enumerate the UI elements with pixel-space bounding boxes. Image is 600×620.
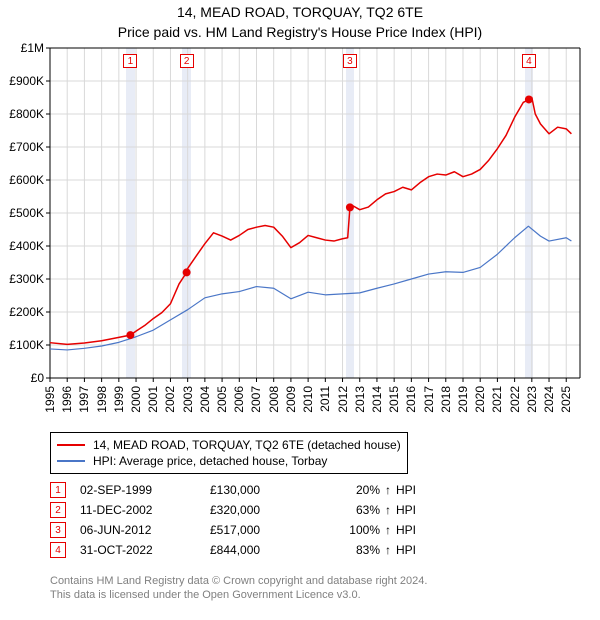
x-axis-tick-label: 2022 xyxy=(508,386,522,413)
transaction-point-marker xyxy=(126,331,134,339)
x-axis-tick-label: 2000 xyxy=(129,386,143,413)
x-axis-tick-label: 2015 xyxy=(387,386,401,413)
transaction-hpi-label: HPI xyxy=(396,543,436,557)
transaction-date: 31-OCT-2022 xyxy=(80,543,210,557)
attribution-line2: This data is licensed under the Open Gov… xyxy=(50,588,427,602)
legend: 14, MEAD ROAD, TORQUAY, TQ2 6TE (detache… xyxy=(50,432,408,474)
y-axis-tick-label: £0 xyxy=(4,371,44,385)
x-axis-tick-label: 2017 xyxy=(422,386,436,413)
x-axis-tick-label: 2008 xyxy=(267,386,281,413)
transaction-price: £320,000 xyxy=(210,503,320,517)
x-axis-tick-label: 2004 xyxy=(198,386,212,413)
attribution-line1: Contains HM Land Registry data © Crown c… xyxy=(50,574,427,588)
up-arrow-icon: ↑ xyxy=(380,543,396,557)
x-axis-tick-label: 2014 xyxy=(370,386,384,413)
x-axis-tick-label: 2006 xyxy=(232,386,246,413)
x-axis-tick-label: 2011 xyxy=(318,386,332,412)
x-axis-tick-label: 2023 xyxy=(525,386,539,413)
hpi-series-line xyxy=(50,226,571,350)
x-axis-tick-label: 1995 xyxy=(43,386,57,413)
transaction-pct: 100% xyxy=(320,523,380,537)
x-axis-tick-label: 1997 xyxy=(77,386,91,413)
x-axis-tick-label: 2010 xyxy=(301,386,315,413)
transaction-point-marker xyxy=(525,95,533,103)
transaction-hpi-label: HPI xyxy=(396,523,436,537)
transaction-row-badge: 1 xyxy=(50,482,66,498)
legend-swatch xyxy=(57,460,85,462)
x-axis-tick-label: 2021 xyxy=(490,386,504,413)
x-axis-tick-label: 2003 xyxy=(181,386,195,413)
transaction-pct: 83% xyxy=(320,543,380,557)
x-axis-tick-label: 1998 xyxy=(95,386,109,413)
transaction-row-badge: 4 xyxy=(50,542,66,558)
x-axis-tick-label: 2009 xyxy=(284,386,298,413)
x-axis-tick-label: 2019 xyxy=(456,386,470,413)
transaction-pct: 63% xyxy=(320,503,380,517)
x-axis-tick-label: 2020 xyxy=(473,386,487,413)
up-arrow-icon: ↑ xyxy=(380,483,396,497)
attribution-text: Contains HM Land Registry data © Crown c… xyxy=(50,574,427,603)
y-axis-tick-label: £500K xyxy=(4,206,44,220)
x-axis-tick-label: 2024 xyxy=(542,386,556,413)
transaction-row-badge: 3 xyxy=(50,522,66,538)
price-paid-series-line xyxy=(50,98,571,345)
x-axis-tick-label: 2007 xyxy=(249,386,263,413)
transaction-date: 06-JUN-2012 xyxy=(80,523,210,537)
x-axis-tick-label: 2016 xyxy=(404,386,418,413)
x-axis-tick-label: 2025 xyxy=(559,386,573,413)
transaction-price: £130,000 xyxy=(210,483,320,497)
transaction-price: £844,000 xyxy=(210,543,320,557)
x-axis-tick-label: 2012 xyxy=(336,386,350,413)
x-axis-tick-label: 2013 xyxy=(353,386,367,413)
y-axis-tick-label: £800K xyxy=(4,107,44,121)
transaction-row: 1 02-SEP-1999£130,00020%↑HPI xyxy=(50,480,436,500)
transaction-price: £517,000 xyxy=(210,523,320,537)
transaction-point-marker xyxy=(346,203,354,211)
x-axis-tick-label: 1996 xyxy=(60,386,74,413)
transaction-row: 2 11-DEC-2002£320,00063%↑HPI xyxy=(50,500,436,520)
x-axis-tick-label: 2002 xyxy=(163,386,177,413)
x-axis-tick-label: 2001 xyxy=(146,386,160,413)
chart-plot-area: £0£100K£200K£300K£400K£500K£600K£700K£80… xyxy=(50,48,580,378)
transaction-row-badge: 2 xyxy=(50,502,66,518)
chart-subtitle: Price paid vs. HM Land Registry's House … xyxy=(0,24,600,40)
legend-label: 14, MEAD ROAD, TORQUAY, TQ2 6TE (detache… xyxy=(93,438,401,452)
y-axis-tick-label: £700K xyxy=(4,140,44,154)
y-axis-tick-label: £100K xyxy=(4,338,44,352)
y-axis-tick-label: £400K xyxy=(4,239,44,253)
legend-item: 14, MEAD ROAD, TORQUAY, TQ2 6TE (detache… xyxy=(57,437,401,453)
transaction-row: 4 31-OCT-2022£844,00083%↑HPI xyxy=(50,540,436,560)
y-axis-tick-label: £200K xyxy=(4,305,44,319)
transactions-table: 102-SEP-1999£130,00020%↑HPI211-DEC-2002£… xyxy=(50,480,436,560)
transaction-point-marker xyxy=(183,268,191,276)
legend-label: HPI: Average price, detached house, Torb… xyxy=(93,454,327,468)
band-number-badge: 1 xyxy=(123,54,137,68)
chart-title: 14, MEAD ROAD, TORQUAY, TQ2 6TE xyxy=(0,4,600,20)
y-axis-tick-label: £1M xyxy=(4,41,44,55)
y-axis-tick-label: £600K xyxy=(4,173,44,187)
legend-swatch xyxy=(57,444,85,446)
transaction-pct: 20% xyxy=(320,483,380,497)
transaction-hpi-label: HPI xyxy=(396,483,436,497)
up-arrow-icon: ↑ xyxy=(380,523,396,537)
transaction-date: 02-SEP-1999 xyxy=(80,483,210,497)
y-axis-tick-label: £900K xyxy=(4,74,44,88)
x-axis-tick-label: 2018 xyxy=(439,386,453,413)
band-number-badge: 2 xyxy=(180,54,194,68)
y-axis-tick-label: £300K xyxy=(4,272,44,286)
transaction-hpi-label: HPI xyxy=(396,503,436,517)
x-axis-tick-label: 1999 xyxy=(112,386,126,413)
up-arrow-icon: ↑ xyxy=(380,503,396,517)
transaction-date: 11-DEC-2002 xyxy=(80,503,210,517)
legend-item: HPI: Average price, detached house, Torb… xyxy=(57,453,401,469)
band-number-badge: 3 xyxy=(343,54,357,68)
x-axis-tick-label: 2005 xyxy=(215,386,229,413)
transaction-row: 3 06-JUN-2012£517,000100%↑HPI xyxy=(50,520,436,540)
band-number-badge: 4 xyxy=(522,54,536,68)
